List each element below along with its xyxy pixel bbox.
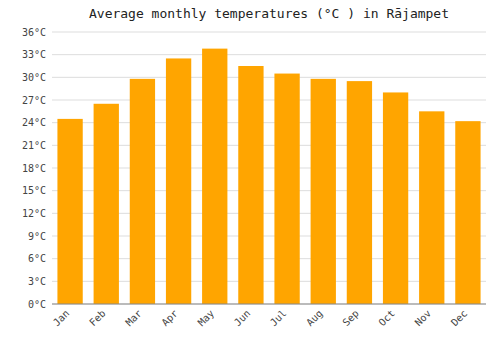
chart: Average monthly temperatures (°C ) in Rā… bbox=[0, 0, 500, 350]
bar bbox=[455, 121, 480, 304]
y-tick-label: 33°C bbox=[22, 49, 46, 60]
bar bbox=[166, 58, 191, 304]
y-tick-label: 9°C bbox=[28, 231, 46, 242]
title: Average monthly temperatures (°C ) in Rā… bbox=[89, 6, 449, 21]
x-tick-label: Apr bbox=[159, 308, 180, 329]
bars bbox=[57, 49, 480, 304]
x-axis bbox=[52, 304, 486, 305]
y-tick-label: 30°C bbox=[22, 72, 46, 83]
bar bbox=[419, 111, 444, 304]
grid-line bbox=[52, 100, 486, 101]
grid-line bbox=[52, 54, 486, 55]
grid-line bbox=[52, 32, 486, 33]
x-tick-label: Feb bbox=[87, 308, 108, 329]
bar bbox=[311, 79, 336, 304]
grid-line bbox=[52, 77, 486, 78]
y-tick-label: 36°C bbox=[22, 27, 46, 38]
x-tick-label: Jun bbox=[232, 308, 253, 329]
y-tick-label: 27°C bbox=[22, 95, 46, 106]
y-tick-label: 15°C bbox=[22, 185, 46, 196]
x-tick-label: May bbox=[196, 308, 217, 329]
x-tick-label: Jan bbox=[51, 308, 72, 329]
bar bbox=[130, 79, 155, 304]
grid-line bbox=[52, 304, 486, 305]
y-tick-label: 21°C bbox=[22, 140, 46, 151]
bar bbox=[274, 74, 299, 304]
y-tick-label: 3°C bbox=[28, 276, 46, 287]
y-tick-label: 24°C bbox=[22, 117, 46, 128]
grid bbox=[52, 32, 486, 304]
bar bbox=[347, 81, 372, 304]
x-tick-label: Aug bbox=[304, 308, 325, 329]
bar bbox=[238, 66, 263, 304]
y-tick-label: 0°C bbox=[28, 299, 46, 310]
x-tick-label: Sep bbox=[340, 308, 361, 329]
bar bbox=[94, 104, 119, 304]
y-tick-label: 18°C bbox=[22, 163, 46, 174]
x-tick-label: Nov bbox=[413, 308, 434, 329]
x-tick-label: Jul bbox=[268, 308, 289, 329]
bar bbox=[57, 119, 82, 304]
bar bbox=[202, 49, 227, 304]
x-tick-label: Oct bbox=[376, 308, 397, 329]
bar bbox=[383, 92, 408, 304]
x-tick-label: Dec bbox=[449, 308, 470, 329]
x-tick-label: Mar bbox=[123, 308, 144, 329]
y-tick-label: 6°C bbox=[28, 253, 46, 264]
y-tick-label: 12°C bbox=[22, 208, 46, 219]
